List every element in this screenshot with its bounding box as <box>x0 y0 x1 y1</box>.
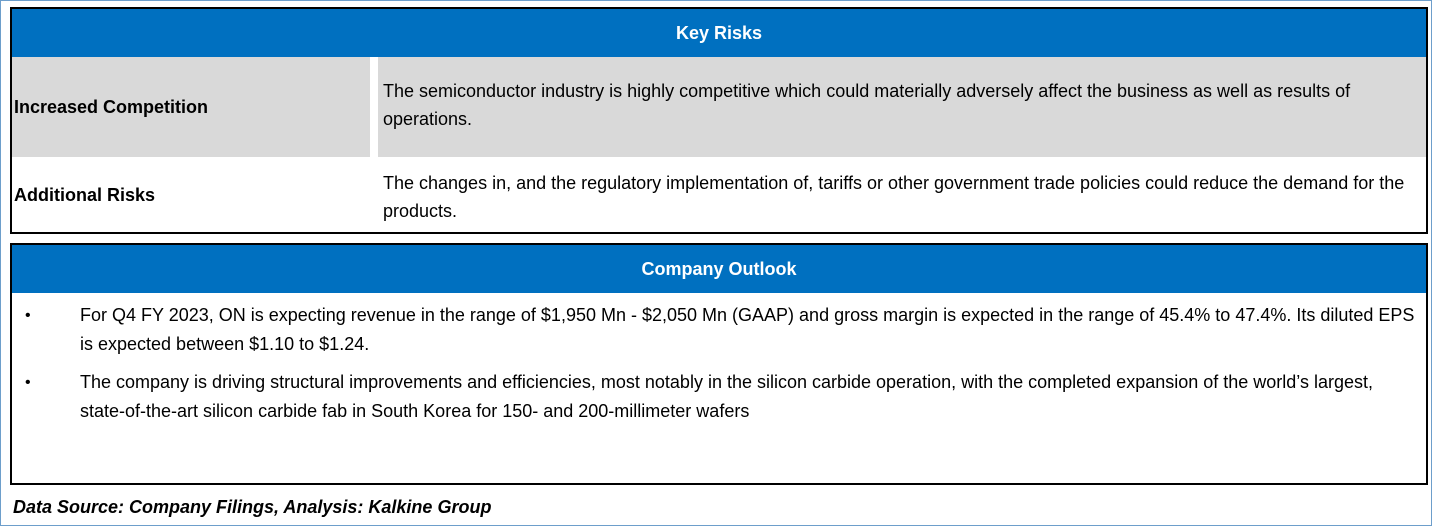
outlook-text: For Q4 FY 2023, ON is expecting revenue … <box>80 305 1415 354</box>
outlook-text: The company is driving structural improv… <box>80 372 1373 421</box>
list-item: • The company is driving structural impr… <box>12 368 1426 426</box>
bullet-icon: • <box>25 307 31 324</box>
risk-label: Additional Risks <box>14 185 156 205</box>
company-outlook-header: Company Outlook <box>12 245 1426 293</box>
risk-row-increased-competition: Increased Competition The semiconductor … <box>12 57 1426 157</box>
risk-row-additional-risks: Additional Risks The changes in, and the… <box>12 159 1426 232</box>
bullet-icon: • <box>25 374 31 391</box>
key-risks-header: Key Risks <box>12 9 1426 57</box>
outlook-list: • For Q4 FY 2023, ON is expecting revenu… <box>12 293 1426 426</box>
risk-label: Increased Competition <box>12 57 370 157</box>
data-source-note: Data Source: Company Filings, Analysis: … <box>13 497 492 517</box>
risk-description: The changes in, and the regulatory imple… <box>383 173 1405 221</box>
key-risks-table: Key Risks Increased Competition The semi… <box>10 7 1428 234</box>
list-item: • For Q4 FY 2023, ON is expecting revenu… <box>12 301 1426 359</box>
risk-description: The semiconductor industry is highly com… <box>378 57 1426 157</box>
company-outlook-box: Company Outlook • For Q4 FY 2023, ON is … <box>10 243 1428 485</box>
